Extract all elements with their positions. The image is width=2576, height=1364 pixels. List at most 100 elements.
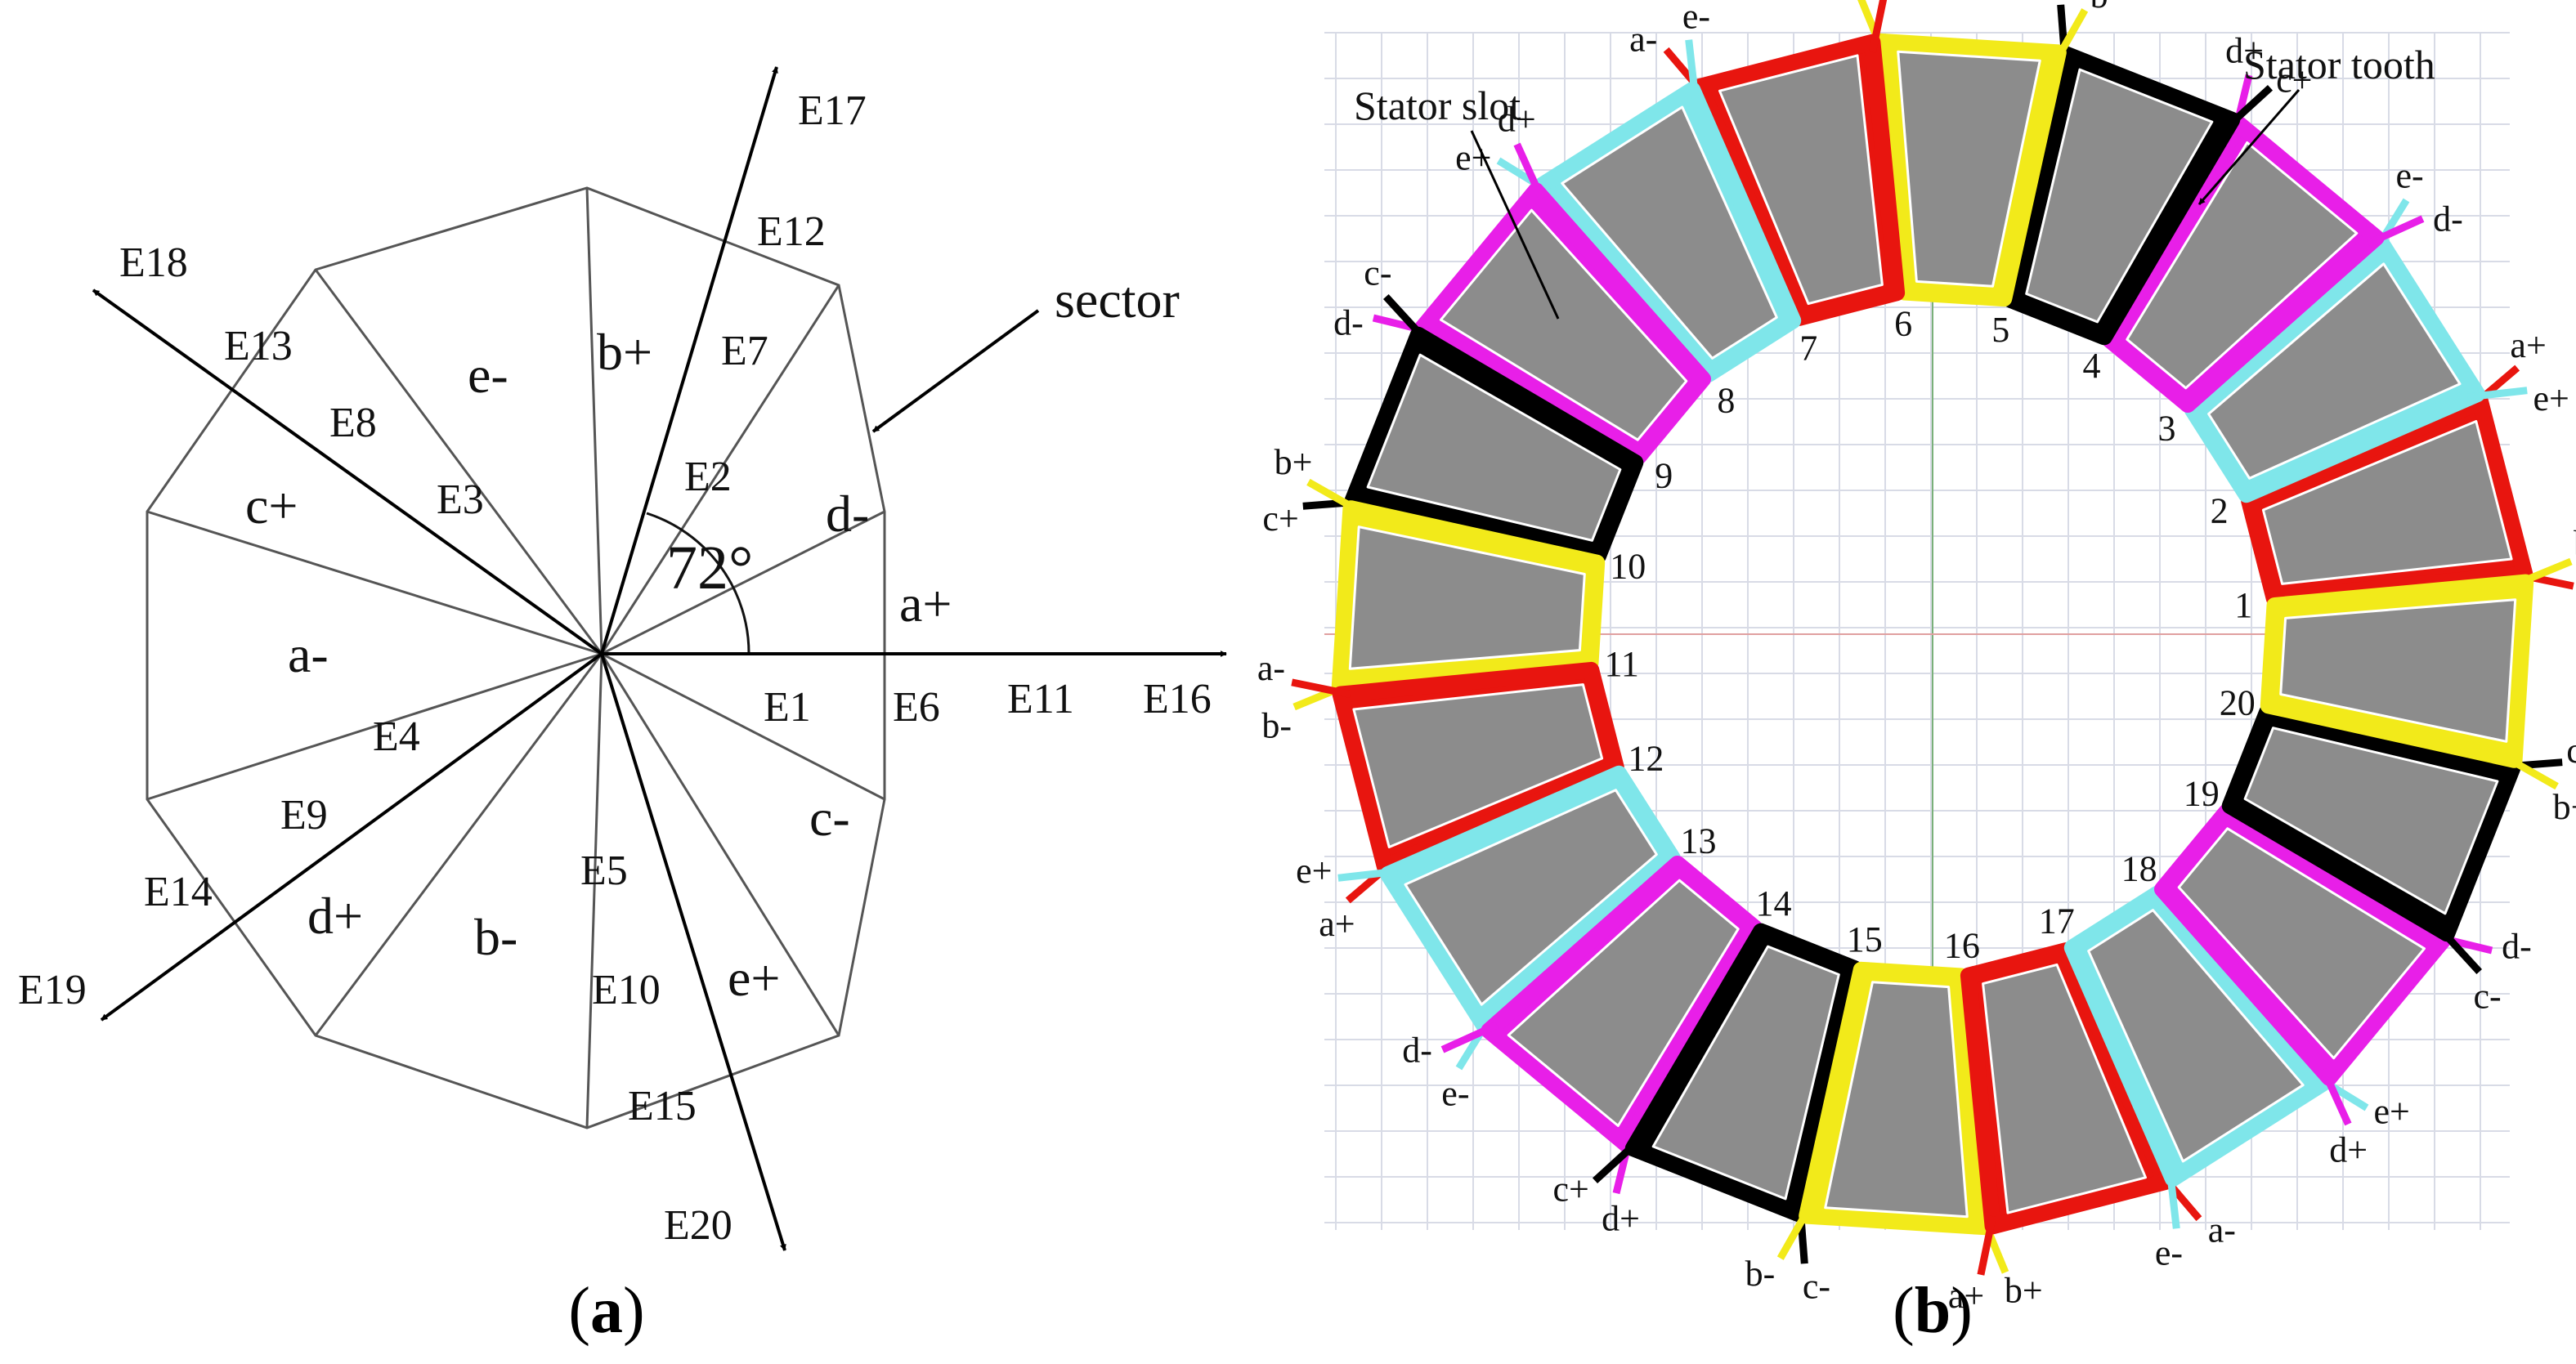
- stator-tooth: [1507, 879, 1740, 1127]
- coil-lead-label: a-: [1629, 19, 1657, 59]
- coil-lead-label: a-: [2208, 1210, 2236, 1250]
- coil-lead-label: a+: [1319, 904, 1355, 944]
- coil-lead: [2224, 84, 2274, 131]
- coil-lead-label: a-: [1257, 648, 1285, 688]
- angle-label: 72°: [666, 534, 753, 602]
- coil-lead-label: c+: [1262, 499, 1298, 539]
- coil-lead: [1306, 478, 1363, 515]
- sector-pointer: [871, 309, 1040, 433]
- panel-b-caption-letter: b: [1915, 1275, 1951, 1347]
- stator-tooth: [1366, 353, 1622, 542]
- vector-label-e8: E8: [329, 400, 377, 446]
- coil-c-9: [1302, 293, 1644, 565]
- coil-b-20: [2260, 557, 2573, 790]
- stator-tooth: [2279, 598, 2517, 743]
- coil-lead: [1337, 867, 1398, 882]
- coil-lead-label: c+: [2276, 60, 2312, 100]
- vector-label-e6: E6: [893, 684, 940, 731]
- panel-a-phasor-diagram: 72° E1 E6 E11 E16 E2 E7 E12 E17 E3 E8 E1…: [18, 66, 1227, 1347]
- vector-label-e9: E9: [280, 792, 328, 839]
- coil-lead-label: e+: [1455, 137, 1491, 177]
- coil-lead-label: e-: [1441, 1074, 1469, 1114]
- panel-a-caption: (a): [568, 1275, 644, 1347]
- vector-e19: [100, 652, 603, 1022]
- coil-b-5: [1857, 0, 2089, 307]
- coil-lead-label: b-: [1745, 1254, 1776, 1294]
- vector-label-e16: E16: [1143, 676, 1212, 722]
- coil-lead: [1776, 1204, 1813, 1260]
- coil-a-1: [2241, 364, 2574, 607]
- stator-coils: [1291, 0, 2574, 1276]
- slot-number: 9: [1655, 456, 1673, 496]
- coil-e-7: [1496, 39, 1802, 383]
- coil-lead-label: b+: [2553, 787, 2576, 827]
- stator-tooth: [2243, 727, 2499, 915]
- coil-lead-label: d+: [2225, 31, 2264, 71]
- stator-tooth: [1404, 789, 1658, 1006]
- coil-lead-label: d-: [1402, 1031, 1432, 1071]
- coil-lead-label: b-: [2574, 524, 2576, 564]
- vector-label-e2: E2: [684, 454, 732, 500]
- coil-lead-label: d+: [2329, 1129, 2368, 1169]
- vector-e18: [92, 288, 603, 655]
- sector-label-d-minus: d-: [826, 485, 869, 543]
- coil-lead: [1868, 0, 1888, 53]
- coil-lead: [1977, 1215, 1997, 1276]
- coil-a-11: [1291, 661, 1624, 904]
- coil-c-14: [1592, 923, 1863, 1264]
- coil-lead-label: d+: [1498, 100, 1536, 140]
- coil-d-18: [2154, 803, 2493, 1126]
- coil-e-12: [1337, 765, 1682, 1071]
- coil-lead-label: c-: [2474, 976, 2502, 1016]
- slot-number: 18: [2121, 849, 2157, 889]
- coil-lead: [2367, 215, 2425, 247]
- sector-label-c-plus: c+: [245, 476, 298, 534]
- stator-tooth: [1348, 525, 1586, 670]
- slot-number: 3: [2158, 408, 2176, 448]
- slot-number: 15: [1847, 919, 1883, 959]
- slot-number: 2: [2211, 490, 2229, 530]
- coil-lead: [2052, 8, 2089, 65]
- slot-number: 20: [2220, 682, 2256, 722]
- stator-tooth: [1718, 54, 1884, 306]
- stator-tooth: [2025, 68, 2214, 324]
- stator-tooth: [1352, 683, 1604, 848]
- coil-lead-labels: a-a+e+e-d-d+c+c-b-b+a+a-e-e+d+d-c-c+b+b-…: [1257, 0, 2576, 1316]
- coil-lead: [2467, 387, 2528, 401]
- stator-tooth: [1561, 105, 1778, 360]
- coil-lead-label: a+: [2510, 325, 2546, 365]
- coil-lead-label: c-: [1803, 1266, 1830, 1306]
- vector-e17: [600, 66, 778, 655]
- vector-label-e12: E12: [757, 208, 826, 255]
- coil-c-19: [2221, 704, 2563, 975]
- coil-lead-label: c-: [2035, 0, 2063, 3]
- coil-lead: [2166, 1169, 2180, 1229]
- vector-label-e15: E15: [628, 1083, 697, 1129]
- slot-number: 11: [1605, 644, 1639, 684]
- stator-tooth: [1982, 963, 2147, 1214]
- coil-lead: [1382, 293, 1429, 343]
- coil-lead-label: e+: [2374, 1092, 2410, 1132]
- slot-number: 12: [1628, 739, 1664, 779]
- coil-lead-label: a+: [1948, 1276, 1984, 1316]
- coil-e-17: [2063, 885, 2369, 1229]
- coil-c-4: [2002, 4, 2274, 346]
- slot-number: 5: [1991, 310, 2009, 350]
- vector-label-e1: E1: [764, 684, 811, 731]
- vector-label-e13: E13: [224, 323, 293, 369]
- slot-number: 8: [1717, 381, 1735, 421]
- stator-tooth: [1897, 50, 2041, 288]
- coil-lead-label: c-: [1364, 253, 1391, 293]
- coil-lead: [2502, 754, 2559, 790]
- coil-lead-label: b+: [1275, 442, 1313, 482]
- vector-label-e19: E19: [18, 967, 87, 1013]
- sector-annotation: sector: [1055, 271, 1180, 329]
- slot-number: 10: [1610, 547, 1646, 587]
- coil-lead-label: e-: [2155, 1233, 2183, 1273]
- stator-tooth: [1651, 945, 1840, 1201]
- coil-d-13: [1440, 856, 1763, 1195]
- panel-b-caption: (b): [1893, 1275, 1973, 1347]
- stator-tooth: [2207, 262, 2462, 480]
- coil-a-6: [1663, 0, 1906, 326]
